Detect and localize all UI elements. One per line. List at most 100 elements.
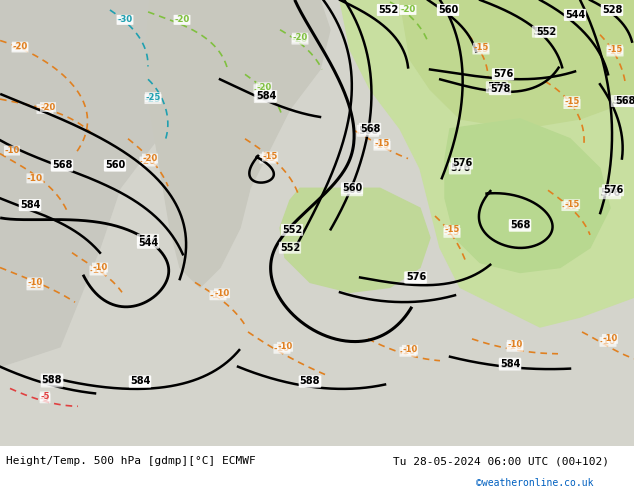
- Text: -30: -30: [117, 15, 133, 24]
- Polygon shape: [340, 0, 634, 327]
- Text: 552: 552: [378, 5, 398, 15]
- Text: 576: 576: [405, 272, 425, 282]
- Text: 544: 544: [565, 10, 585, 20]
- Text: 588: 588: [42, 374, 62, 385]
- Text: -10: -10: [214, 289, 230, 298]
- Text: -10: -10: [403, 345, 418, 354]
- Text: -15: -15: [564, 97, 579, 105]
- Text: -20: -20: [13, 42, 28, 51]
- Text: 568: 568: [612, 96, 632, 106]
- Text: 568: 568: [615, 96, 634, 106]
- Text: -10: -10: [274, 344, 290, 353]
- Text: -20: -20: [401, 5, 416, 14]
- Text: 576: 576: [493, 69, 513, 79]
- Text: -20: -20: [174, 15, 190, 24]
- Text: 584: 584: [20, 200, 40, 210]
- Text: 544: 544: [138, 238, 158, 248]
- Polygon shape: [400, 0, 634, 129]
- Text: -15: -15: [473, 45, 489, 54]
- Text: 560: 560: [342, 183, 362, 193]
- Text: -15: -15: [374, 139, 390, 148]
- Text: 584: 584: [500, 360, 520, 369]
- Text: -5: -5: [40, 394, 50, 403]
- Text: 584: 584: [256, 91, 276, 101]
- Text: 528: 528: [602, 5, 622, 15]
- Text: 576: 576: [406, 272, 426, 282]
- Text: -10: -10: [210, 291, 226, 300]
- Text: -15: -15: [607, 47, 623, 56]
- Text: -10: -10: [507, 341, 522, 349]
- Text: -15: -15: [260, 154, 276, 163]
- Polygon shape: [145, 0, 330, 287]
- Text: 528: 528: [602, 5, 622, 15]
- Text: -15: -15: [444, 225, 460, 234]
- Text: -20: -20: [37, 104, 53, 114]
- Text: -15: -15: [564, 99, 580, 109]
- Text: -15: -15: [374, 141, 390, 150]
- Text: 584: 584: [130, 376, 150, 387]
- Text: -20: -20: [254, 85, 270, 94]
- Text: -10: -10: [600, 337, 616, 346]
- Text: 552: 552: [533, 27, 553, 37]
- Text: -30: -30: [117, 15, 133, 24]
- Text: -25: -25: [145, 95, 161, 103]
- Text: 568: 568: [358, 126, 378, 136]
- Text: -25: -25: [145, 93, 160, 101]
- Text: -20: -20: [41, 102, 56, 112]
- Text: -10: -10: [278, 343, 293, 351]
- Text: 560: 560: [105, 161, 125, 171]
- Text: -20: -20: [292, 35, 308, 44]
- Text: 552: 552: [536, 27, 556, 37]
- Text: 588: 588: [300, 376, 320, 387]
- Polygon shape: [445, 119, 610, 272]
- Text: 568: 568: [360, 124, 380, 134]
- Text: -15: -15: [262, 152, 278, 161]
- Text: 584: 584: [20, 200, 40, 210]
- Text: -20: -20: [12, 43, 28, 52]
- Text: -10: -10: [400, 347, 416, 356]
- Text: -15: -15: [607, 45, 623, 54]
- Text: -10: -10: [602, 334, 618, 343]
- Text: -20: -20: [143, 154, 158, 163]
- Text: 568: 568: [52, 161, 72, 171]
- Text: -15: -15: [444, 228, 460, 237]
- Text: 560: 560: [342, 185, 362, 195]
- Text: 568: 568: [52, 161, 72, 171]
- Text: 584: 584: [130, 376, 150, 387]
- Text: -15: -15: [562, 201, 578, 211]
- Text: 576: 576: [603, 185, 623, 195]
- Text: Height/Temp. 500 hPa [gdmp][°C] ECMWF: Height/Temp. 500 hPa [gdmp][°C] ECMWF: [6, 456, 256, 466]
- Text: ©weatheronline.co.uk: ©weatheronline.co.uk: [476, 478, 593, 489]
- Text: 576: 576: [493, 69, 513, 79]
- Text: 576: 576: [600, 188, 620, 198]
- Text: 588: 588: [42, 376, 62, 387]
- Text: -10: -10: [93, 263, 108, 272]
- Text: 576: 576: [450, 164, 470, 173]
- Text: 584: 584: [255, 92, 275, 102]
- Text: -10: -10: [90, 266, 106, 275]
- Text: 588: 588: [300, 376, 320, 387]
- Text: 568: 568: [510, 221, 530, 231]
- Text: 544: 544: [138, 235, 158, 245]
- Text: 552: 552: [378, 5, 398, 15]
- Text: 584: 584: [500, 359, 520, 368]
- Text: -10: -10: [27, 174, 43, 183]
- Text: 560: 560: [438, 5, 458, 15]
- Text: 578: 578: [487, 82, 507, 92]
- Text: -20: -20: [256, 83, 271, 92]
- Text: -5: -5: [40, 392, 49, 401]
- Text: 544: 544: [565, 10, 585, 20]
- Text: -10: -10: [507, 343, 523, 351]
- Text: -15: -15: [474, 43, 489, 52]
- Text: 560: 560: [438, 5, 458, 15]
- Text: -10: -10: [27, 281, 43, 290]
- Text: 576: 576: [452, 158, 472, 169]
- Text: 552: 552: [280, 243, 300, 253]
- Text: -10: -10: [27, 278, 42, 287]
- Polygon shape: [0, 0, 220, 367]
- Text: -20: -20: [174, 15, 190, 24]
- Text: -20: -20: [400, 5, 416, 14]
- Polygon shape: [280, 188, 430, 293]
- Text: -15: -15: [564, 199, 579, 209]
- Text: 568: 568: [510, 220, 530, 230]
